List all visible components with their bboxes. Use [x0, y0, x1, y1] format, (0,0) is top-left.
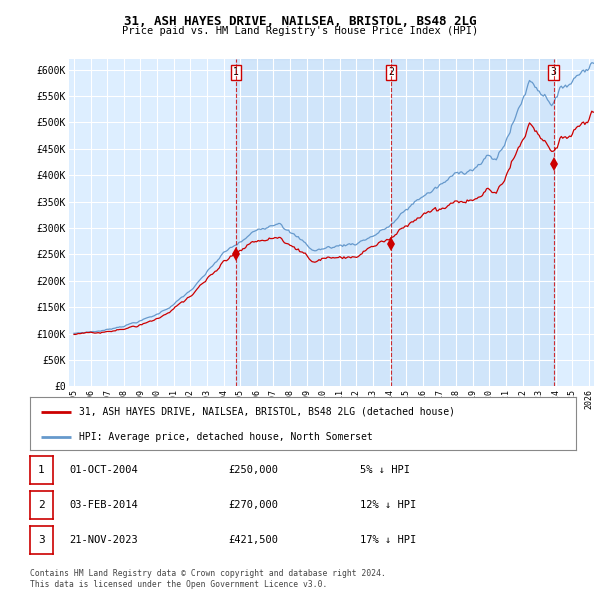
Text: 31, ASH HAYES DRIVE, NAILSEA, BRISTOL, BS48 2LG: 31, ASH HAYES DRIVE, NAILSEA, BRISTOL, B… [124, 15, 476, 28]
Text: 03-FEB-2014: 03-FEB-2014 [69, 500, 138, 510]
Text: 1: 1 [38, 466, 45, 475]
Text: 31, ASH HAYES DRIVE, NAILSEA, BRISTOL, BS48 2LG (detached house): 31, ASH HAYES DRIVE, NAILSEA, BRISTOL, B… [79, 407, 455, 417]
Text: 01-OCT-2004: 01-OCT-2004 [69, 466, 138, 475]
Bar [391, 59, 554, 386]
Text: £421,500: £421,500 [228, 535, 278, 545]
Text: Price paid vs. HM Land Registry's House Price Index (HPI): Price paid vs. HM Land Registry's House … [122, 26, 478, 36]
Text: 1: 1 [233, 67, 239, 77]
Text: HPI: Average price, detached house, North Somerset: HPI: Average price, detached house, Nort… [79, 432, 373, 442]
Text: 21-NOV-2023: 21-NOV-2023 [69, 535, 138, 545]
Text: £270,000: £270,000 [228, 500, 278, 510]
Text: 2: 2 [38, 500, 45, 510]
Text: 3: 3 [38, 535, 45, 545]
Bar [236, 59, 391, 386]
Text: 2: 2 [388, 67, 394, 77]
Text: £250,000: £250,000 [228, 466, 278, 475]
Text: Contains HM Land Registry data © Crown copyright and database right 2024.
This d: Contains HM Land Registry data © Crown c… [30, 569, 386, 589]
Text: 3: 3 [551, 67, 557, 77]
Text: 5% ↓ HPI: 5% ↓ HPI [360, 466, 410, 475]
Text: 12% ↓ HPI: 12% ↓ HPI [360, 500, 416, 510]
Text: 17% ↓ HPI: 17% ↓ HPI [360, 535, 416, 545]
